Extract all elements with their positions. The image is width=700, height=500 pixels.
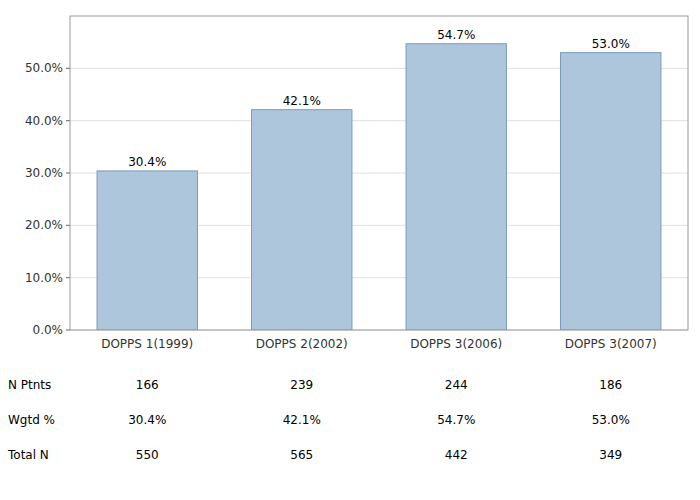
data-labels: 30.4% 42.1% 54.7% 53.0% — [128, 28, 630, 169]
bar — [561, 53, 661, 330]
y-axis: 0.0% 10.0% 20.0% 30.0% 40.0% 50.0% — [25, 61, 70, 337]
x-tick-label: DOPPS 3(2007) — [565, 337, 657, 351]
table-row-label: N Ptnts — [8, 378, 51, 392]
y-tick — [66, 330, 70, 331]
y-tick-label: 40.0% — [25, 114, 63, 128]
chart-container: 0.0% 10.0% 20.0% 30.0% 40.0% 50.0% 30.4% 42.1% 5… — [0, 0, 700, 500]
y-tick — [66, 225, 70, 226]
table-cell: 550 — [136, 448, 159, 462]
data-label: 53.0% — [592, 37, 630, 51]
y-tick-label: 10.0% — [25, 271, 63, 285]
table-cell: 42.1% — [283, 413, 321, 427]
bar — [252, 110, 352, 330]
x-tick-label: DOPPS 1(1999) — [101, 337, 193, 351]
table-cell: 442 — [445, 448, 468, 462]
table-cell: 53.0% — [592, 413, 630, 427]
y-tick-label: 30.0% — [25, 166, 63, 180]
data-label: 30.4% — [128, 155, 166, 169]
table-cell: 166 — [136, 378, 159, 392]
table-cell: 244 — [445, 378, 468, 392]
bar — [97, 171, 197, 330]
y-tick-label: 50.0% — [25, 61, 63, 75]
data-label: 54.7% — [437, 28, 475, 42]
bars — [97, 44, 661, 330]
table: N Ptnts Wgtd % Total N 166 239 244 186 30.4% 42.… — [7, 378, 630, 462]
table-row-label: Total N — [7, 448, 49, 462]
y-tick-label: 0.0% — [33, 323, 64, 337]
chart: 0.0% 10.0% 20.0% 30.0% 40.0% 50.0% 30.4% 42.1% 5… — [0, 0, 700, 500]
y-tick — [66, 68, 70, 69]
y-tick — [66, 120, 70, 121]
x-tick-label: DOPPS 3(2006) — [410, 337, 502, 351]
table-cell: 239 — [290, 378, 313, 392]
table-row-label: Wgtd % — [8, 413, 55, 427]
data-label: 42.1% — [283, 94, 321, 108]
y-tick — [66, 277, 70, 278]
x-axis: DOPPS 1(1999) DOPPS 2(2002) DOPPS 3(2006) D… — [101, 337, 657, 351]
table-cell: 186 — [599, 378, 622, 392]
table-cell: 30.4% — [128, 413, 166, 427]
y-tick — [66, 173, 70, 174]
table-cell: 54.7% — [437, 413, 475, 427]
table-cell: 565 — [290, 448, 313, 462]
y-tick-label: 20.0% — [25, 218, 63, 232]
table-cell: 349 — [599, 448, 622, 462]
plot-frame — [70, 16, 688, 330]
bar — [406, 44, 506, 330]
x-tick-label: DOPPS 2(2002) — [256, 337, 348, 351]
